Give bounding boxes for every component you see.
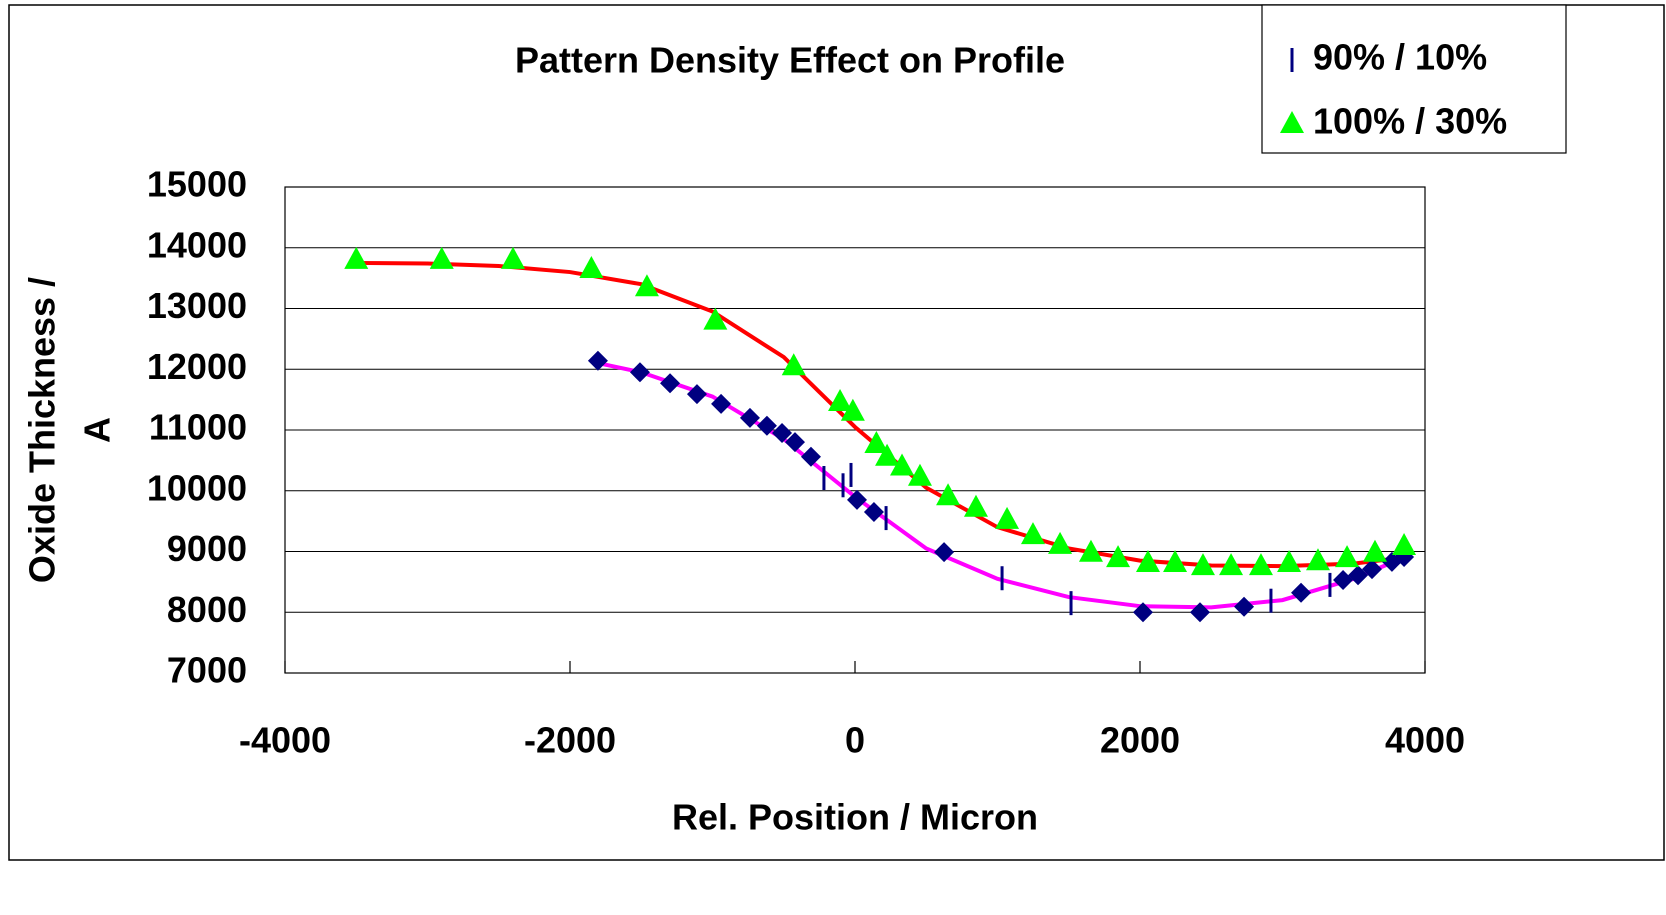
y-tick-label: 13000 bbox=[147, 285, 247, 326]
diamond-marker bbox=[800, 446, 821, 467]
diamond-marker bbox=[863, 502, 884, 523]
y-tick-label: 8000 bbox=[167, 589, 247, 630]
triangle-marker bbox=[1078, 539, 1103, 562]
diamond-marker bbox=[660, 373, 681, 394]
triangle-marker bbox=[1248, 553, 1273, 576]
diamond-marker bbox=[1291, 582, 1312, 603]
diamond-marker bbox=[739, 407, 760, 428]
triangle-marker bbox=[1280, 111, 1304, 133]
triangle-marker bbox=[864, 430, 889, 453]
x-tick-label: -4000 bbox=[239, 720, 331, 761]
triangle-marker bbox=[703, 307, 728, 330]
triangle-marker bbox=[1163, 550, 1188, 573]
triangle-marker bbox=[1020, 522, 1045, 545]
triangle-marker bbox=[1048, 531, 1073, 554]
x-axis-label: Rel. Position / Micron bbox=[672, 797, 1038, 838]
y-axis-label: Oxide Thickness / A bbox=[22, 277, 118, 583]
triangle-marker bbox=[1362, 539, 1387, 562]
legend-label: 100% / 30% bbox=[1313, 101, 1507, 142]
diamond-marker bbox=[1234, 596, 1255, 617]
diamond-marker bbox=[1189, 602, 1210, 623]
diamond-marker bbox=[1361, 559, 1382, 580]
y-tick-label: 11000 bbox=[149, 407, 247, 448]
trend-line bbox=[598, 361, 1405, 610]
triangle-marker bbox=[1335, 545, 1360, 568]
y-tick-label: 10000 bbox=[147, 467, 247, 508]
triangle-marker bbox=[1392, 533, 1417, 556]
triangle-marker bbox=[963, 494, 988, 517]
legend-label: 90% / 10% bbox=[1313, 37, 1487, 78]
y-axis-label-line: A bbox=[77, 417, 118, 443]
triangle-marker bbox=[840, 398, 865, 421]
diamond-marker bbox=[934, 542, 955, 563]
diamond-marker bbox=[711, 393, 732, 414]
triangle-marker bbox=[995, 506, 1020, 529]
diamond-marker bbox=[686, 384, 707, 405]
triangle-marker bbox=[1219, 553, 1244, 576]
diamond-marker bbox=[1348, 565, 1369, 586]
legend-box bbox=[1261, 4, 1567, 154]
y-tick-label: 9000 bbox=[167, 528, 247, 569]
triangle-marker bbox=[501, 246, 525, 269]
triangle-marker bbox=[875, 443, 900, 466]
triangle-marker bbox=[1277, 550, 1302, 573]
x-tick-label: 4000 bbox=[1385, 720, 1465, 761]
y-tick-label: 12000 bbox=[147, 346, 247, 387]
triangle-marker bbox=[907, 463, 932, 486]
diamond-marker bbox=[587, 350, 608, 371]
triangle-marker bbox=[634, 274, 659, 297]
triangle-marker bbox=[344, 246, 369, 269]
legend: 90% / 10% 100% / 30% bbox=[1261, 4, 1567, 154]
y-tick-label: 7000 bbox=[167, 650, 247, 691]
triangle-marker bbox=[1305, 548, 1330, 571]
triangle-marker bbox=[1190, 553, 1215, 576]
triangle-marker bbox=[1106, 545, 1131, 568]
diamond-marker bbox=[785, 432, 806, 453]
triangle-marker bbox=[890, 453, 915, 476]
triangle-marker bbox=[579, 256, 604, 279]
x-tick-label: 2000 bbox=[1100, 720, 1180, 761]
diamond-marker bbox=[772, 423, 793, 444]
diamond-marker bbox=[629, 362, 650, 383]
triangle-marker bbox=[781, 353, 806, 376]
triangle-marker bbox=[1135, 550, 1160, 573]
diamond-marker bbox=[846, 489, 867, 510]
y-tick-label: 14000 bbox=[147, 224, 247, 265]
y-axis-label-line: Oxide Thickness / bbox=[22, 277, 63, 583]
x-tick-label: 0 bbox=[845, 720, 865, 761]
triangle-marker bbox=[828, 389, 853, 412]
triangle-marker bbox=[936, 483, 961, 506]
y-tick-label: 15000 bbox=[147, 164, 247, 205]
diamond-marker bbox=[1132, 602, 1153, 623]
diamond-marker bbox=[756, 415, 777, 436]
diamond-marker bbox=[1333, 570, 1354, 591]
triangle-marker bbox=[429, 246, 454, 269]
chart-title: Pattern Density Effect on Profile bbox=[515, 40, 1065, 81]
x-tick-label: -2000 bbox=[524, 720, 616, 761]
